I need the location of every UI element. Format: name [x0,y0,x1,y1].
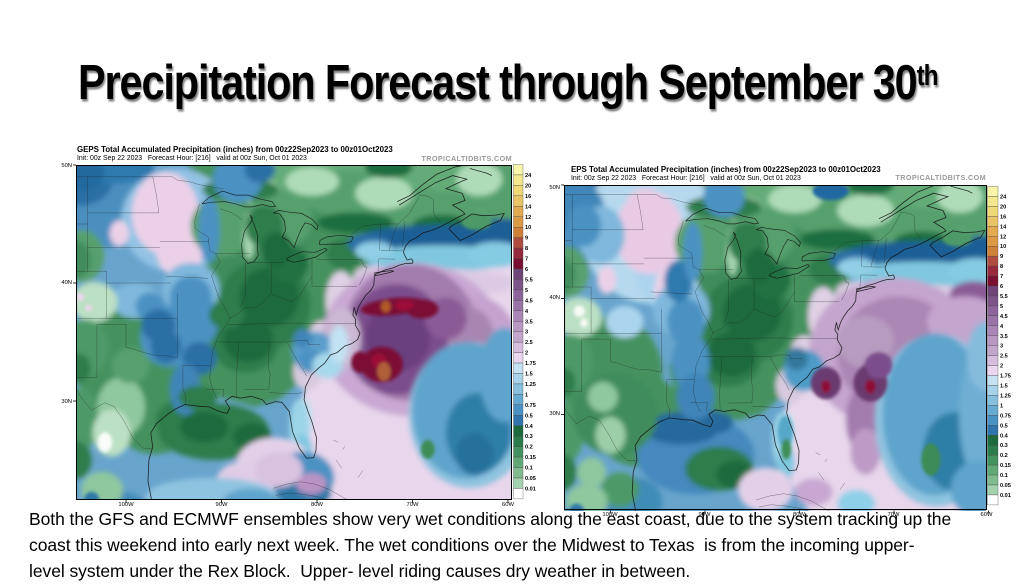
svg-text:4: 4 [525,308,529,314]
svg-text:16: 16 [1000,214,1006,220]
svg-text:14: 14 [1000,224,1007,230]
svg-text:10: 10 [525,225,531,231]
svg-text:12: 12 [525,214,531,220]
svg-text:3.5: 3.5 [525,319,533,325]
svg-text:6: 6 [1000,284,1003,290]
svg-text:0.5: 0.5 [1000,423,1008,429]
svg-text:1: 1 [525,392,528,398]
svg-text:1.25: 1.25 [525,381,536,387]
svg-text:6: 6 [525,267,528,273]
svg-text:2.5: 2.5 [525,340,533,346]
svg-text:0.3: 0.3 [525,434,533,440]
svg-text:0.15: 0.15 [1000,463,1011,469]
svg-text:4.5: 4.5 [1000,314,1008,320]
svg-text:3: 3 [1000,344,1003,350]
svg-text:0.01: 0.01 [1000,493,1011,499]
svg-text:8: 8 [525,246,528,252]
svg-text:14: 14 [525,204,532,210]
svg-text:20: 20 [1000,204,1006,210]
svg-text:2: 2 [1000,364,1003,370]
svg-text:0.5: 0.5 [525,413,533,419]
svg-text:2.5: 2.5 [1000,354,1008,360]
svg-text:0.2: 0.2 [525,444,533,450]
svg-text:0.3: 0.3 [1000,443,1008,449]
svg-text:5: 5 [1000,304,1003,310]
svg-text:3.5: 3.5 [1000,334,1008,340]
svg-text:9: 9 [1000,254,1003,260]
svg-text:0.01: 0.01 [525,486,536,492]
svg-text:16: 16 [525,193,531,199]
svg-text:10: 10 [1000,244,1006,250]
svg-text:1.75: 1.75 [1000,374,1011,380]
svg-text:3: 3 [525,329,528,335]
svg-text:0.05: 0.05 [1000,483,1011,489]
svg-text:0.1: 0.1 [525,465,533,471]
svg-text:7: 7 [525,256,528,262]
svg-text:2: 2 [525,350,528,356]
svg-text:5.5: 5.5 [1000,294,1008,300]
svg-text:4.5: 4.5 [525,298,533,304]
svg-text:20: 20 [525,183,531,189]
svg-text:0.4: 0.4 [525,423,534,429]
svg-text:0.4: 0.4 [1000,433,1009,439]
svg-text:8: 8 [1000,264,1003,270]
svg-text:12: 12 [1000,234,1006,240]
svg-text:5: 5 [525,287,528,293]
svg-text:7: 7 [1000,274,1003,280]
svg-text:0.1: 0.1 [1000,473,1008,479]
svg-text:1: 1 [1000,403,1003,409]
svg-text:5.5: 5.5 [525,277,533,283]
svg-text:0.75: 0.75 [1000,413,1011,419]
svg-text:4: 4 [1000,324,1004,330]
svg-text:24: 24 [1000,194,1007,200]
svg-text:0.75: 0.75 [525,402,536,408]
svg-text:24: 24 [525,172,532,178]
svg-text:1.25: 1.25 [1000,393,1011,399]
svg-text:9: 9 [525,235,528,241]
svg-text:1.5: 1.5 [1000,384,1008,390]
svg-text:1.5: 1.5 [525,371,533,377]
svg-text:0.2: 0.2 [1000,453,1008,459]
svg-text:0.15: 0.15 [525,455,536,461]
svg-text:0.05: 0.05 [525,476,536,482]
svg-text:1.75: 1.75 [525,361,536,367]
